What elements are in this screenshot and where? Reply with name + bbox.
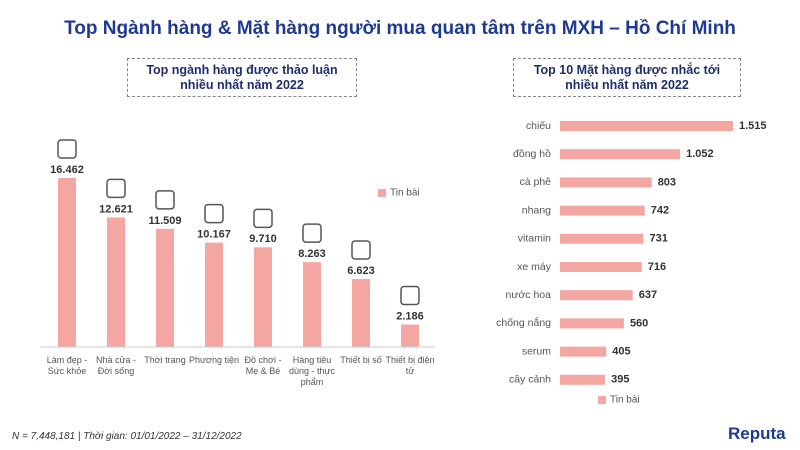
bar xyxy=(560,177,652,188)
bar xyxy=(560,346,607,357)
x-tick-label: Hàng tiêu dùng - thực phẩm xyxy=(288,355,336,387)
panel-title: Top ngành hàng được thảo luận nhiều nhất… xyxy=(127,58,357,97)
y-tick-label: nước hoa xyxy=(506,289,552,301)
icon xyxy=(302,223,322,243)
value-label: 16.462 xyxy=(50,164,84,176)
value-label: 12.621 xyxy=(99,203,133,215)
value-label: 2.186 xyxy=(396,310,424,322)
bar xyxy=(560,318,624,329)
value-label: 1.515 xyxy=(739,120,767,132)
y-tick-label: chống nắng xyxy=(496,316,551,329)
x-tick-label: Đồ chơi - Mẹ & Bé xyxy=(244,355,282,376)
value-label: 405 xyxy=(612,346,630,358)
bar xyxy=(560,374,606,385)
legend-label: Tin bài xyxy=(390,188,420,199)
bar xyxy=(352,279,370,347)
x-tick-label: Làm đẹp - Sức khỏe xyxy=(46,355,88,376)
x-tick-label: Nhà cửa - Đời sống xyxy=(95,355,137,376)
value-label: 716 xyxy=(648,261,666,273)
icon xyxy=(400,285,420,306)
value-label: 395 xyxy=(611,374,629,386)
x-tick-label: Thời trang xyxy=(144,355,186,365)
legend-swatch xyxy=(378,189,386,197)
logo: Reputa xyxy=(728,424,786,443)
value-label: 10.167 xyxy=(197,229,231,241)
x-tick-label: Thiết bị số xyxy=(340,355,382,365)
bar xyxy=(560,149,681,160)
page-title: Top Ngành hàng & Mặt hàng người mua quan… xyxy=(64,18,736,39)
bar xyxy=(560,262,642,272)
y-tick-label: serum xyxy=(522,345,551,357)
bar xyxy=(560,233,644,244)
bar xyxy=(560,290,633,301)
icon xyxy=(204,203,224,224)
value-label: 560 xyxy=(630,317,648,329)
bar xyxy=(560,121,733,131)
y-tick-label: chiếu xyxy=(526,120,551,132)
legend-swatch xyxy=(598,396,606,404)
icon xyxy=(57,139,77,159)
legend-label: Tin bài xyxy=(610,395,640,406)
value-label: 8.263 xyxy=(298,248,326,260)
value-label: 9.710 xyxy=(249,233,277,245)
y-tick-label: cà phê xyxy=(519,176,551,188)
icon xyxy=(351,240,371,260)
bar xyxy=(205,242,223,347)
y-tick-label: nhang xyxy=(522,204,551,216)
y-tick-label: xe máy xyxy=(517,261,552,273)
y-tick-label: cây cảnh xyxy=(509,374,551,386)
value-label: 731 xyxy=(649,233,667,245)
panel-title: Top 10 Mặt hàng được nhắc tới nhiều nhất… xyxy=(513,58,741,97)
bar xyxy=(254,247,272,347)
value-label: 1.052 xyxy=(686,148,714,160)
value-label: 803 xyxy=(658,176,676,188)
x-tick-label: Thiết bị điện tử xyxy=(385,355,435,376)
bar xyxy=(401,324,419,347)
bar xyxy=(560,205,645,216)
bar xyxy=(58,178,76,347)
y-tick-label: đồng hồ xyxy=(513,148,551,160)
value-label: 742 xyxy=(651,205,669,217)
x-tick-label: Phương tiện xyxy=(189,355,239,365)
icon xyxy=(253,208,273,229)
bar xyxy=(107,217,125,347)
value-label: 11.509 xyxy=(148,215,181,227)
value-label: 637 xyxy=(639,289,657,301)
bar xyxy=(156,228,174,347)
bar xyxy=(303,262,321,347)
value-label: 6.623 xyxy=(347,265,375,277)
y-tick-label: vitamin xyxy=(518,233,551,245)
footnote: N = 7,448,181 | Thời gian: 01/01/2022 – … xyxy=(12,431,242,442)
icon xyxy=(106,178,126,199)
icon xyxy=(155,190,175,210)
